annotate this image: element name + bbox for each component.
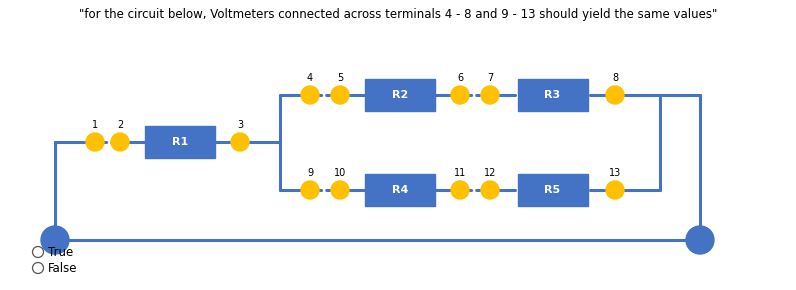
Text: 9: 9 bbox=[307, 168, 313, 178]
Text: 12: 12 bbox=[484, 168, 496, 178]
Text: R1: R1 bbox=[172, 137, 188, 147]
Circle shape bbox=[606, 181, 624, 199]
Text: R5: R5 bbox=[544, 185, 560, 195]
Circle shape bbox=[111, 133, 129, 151]
Circle shape bbox=[686, 226, 714, 254]
Text: False: False bbox=[48, 262, 77, 275]
Circle shape bbox=[451, 181, 469, 199]
Text: R4: R4 bbox=[392, 185, 408, 195]
Circle shape bbox=[481, 86, 499, 104]
FancyBboxPatch shape bbox=[517, 174, 587, 206]
Circle shape bbox=[331, 86, 349, 104]
FancyBboxPatch shape bbox=[365, 174, 435, 206]
Text: 4: 4 bbox=[307, 73, 313, 83]
Circle shape bbox=[86, 133, 104, 151]
Circle shape bbox=[451, 86, 469, 104]
Circle shape bbox=[33, 262, 44, 273]
Text: 6: 6 bbox=[457, 73, 463, 83]
FancyBboxPatch shape bbox=[365, 79, 435, 111]
Circle shape bbox=[41, 226, 69, 254]
Text: 8: 8 bbox=[612, 73, 618, 83]
Text: 3: 3 bbox=[237, 120, 243, 130]
Text: 1: 1 bbox=[92, 120, 98, 130]
Circle shape bbox=[606, 86, 624, 104]
Text: True: True bbox=[48, 246, 73, 258]
Text: 2: 2 bbox=[117, 120, 123, 130]
Circle shape bbox=[331, 181, 349, 199]
Circle shape bbox=[481, 181, 499, 199]
Text: 7: 7 bbox=[487, 73, 494, 83]
Circle shape bbox=[301, 181, 319, 199]
Text: 10: 10 bbox=[334, 168, 346, 178]
Circle shape bbox=[231, 133, 249, 151]
Text: R2: R2 bbox=[392, 90, 408, 100]
Text: 11: 11 bbox=[454, 168, 466, 178]
Text: R3: R3 bbox=[544, 90, 560, 100]
Circle shape bbox=[33, 246, 44, 258]
Text: "for the circuit below, Voltmeters connected across terminals 4 - 8 and 9 - 13 s: "for the circuit below, Voltmeters conne… bbox=[79, 8, 717, 21]
Circle shape bbox=[301, 86, 319, 104]
FancyBboxPatch shape bbox=[517, 79, 587, 111]
FancyBboxPatch shape bbox=[145, 126, 215, 158]
Text: 13: 13 bbox=[609, 168, 621, 178]
Text: 5: 5 bbox=[337, 73, 343, 83]
